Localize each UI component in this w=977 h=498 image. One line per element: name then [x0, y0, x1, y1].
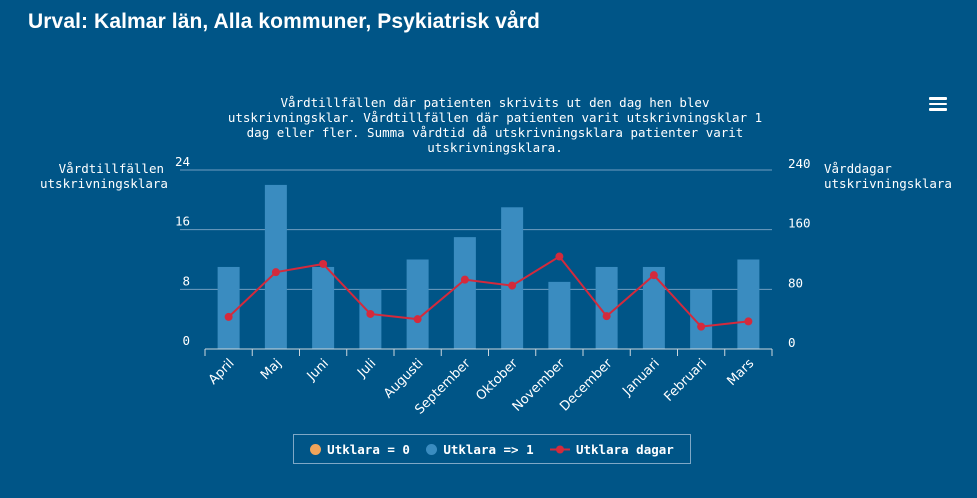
line-point: [697, 322, 706, 331]
legend-item-utklara-dagar[interactable]: Utklara dagar: [549, 441, 674, 457]
x-tick-label: Augusti: [381, 356, 426, 401]
right-tick-label: 80: [788, 275, 803, 290]
line-point: [224, 312, 233, 321]
page-title: Urval: Kalmar län, Alla kommuner, Psykia…: [28, 10, 540, 33]
bar: [453, 237, 476, 349]
x-tick-label: Mars: [724, 356, 757, 389]
bar: [312, 266, 335, 349]
x-tick-label: April: [206, 356, 238, 388]
line-point: [366, 309, 375, 318]
x-tick-label: Juli: [354, 356, 379, 381]
x-tick-label: Juni: [304, 356, 332, 384]
line-point: [413, 315, 422, 324]
line-point: [649, 271, 658, 280]
bar: [264, 184, 287, 349]
left-tick-label: 24: [175, 154, 190, 169]
right-tick-label: 240: [788, 156, 811, 171]
bar: [690, 289, 713, 349]
legend-label: Utklara dagar: [575, 441, 674, 457]
legend-line-marker-icon: [549, 444, 570, 455]
line-point: [744, 317, 753, 326]
bar: [217, 266, 240, 349]
x-tick-label: Februari: [661, 356, 709, 404]
bar: [501, 207, 524, 349]
line-point: [508, 281, 517, 290]
x-tick-label: Oktober: [473, 356, 521, 404]
right-axis-title: Vårddagar utskrivningsklara: [824, 161, 952, 191]
bar: [359, 289, 382, 349]
line-point: [319, 259, 328, 268]
chart-subtitle: Vårdtillfällen där patienten skrivits ut…: [227, 95, 763, 155]
x-tick-label: Maj: [258, 356, 285, 383]
line-point: [602, 312, 611, 321]
x-tick-label: Januari: [619, 356, 662, 399]
left-tick-label: 8: [182, 273, 190, 288]
bar: [406, 259, 429, 349]
line-point: [555, 252, 564, 261]
legend-label: Utklara = 0: [327, 441, 410, 457]
line-point: [271, 268, 280, 277]
bar: [595, 266, 618, 349]
legend-dot-icon-orange: [310, 443, 322, 455]
right-tick-label: 160: [788, 216, 811, 231]
x-tick-label: December: [557, 356, 616, 415]
line-series-utklara-dagar: [227, 255, 749, 328]
legend-item-utklara-1[interactable]: Utklara => 1: [426, 441, 534, 457]
bar: [642, 266, 665, 349]
left-tick-label: 16: [175, 214, 190, 229]
hamburger-menu-icon[interactable]: [929, 97, 947, 111]
bar: [548, 281, 571, 349]
line-point: [460, 275, 469, 284]
chart-legend: Utklara = 0 Utklara => 1 Utklara dagar: [293, 434, 691, 464]
legend-dot-icon-blue: [426, 443, 438, 455]
right-tick-label: 0: [788, 335, 796, 350]
bar: [737, 259, 760, 349]
legend-item-utklara-0[interactable]: Utklara = 0: [310, 442, 410, 457]
left-tick-label: 0: [182, 333, 190, 348]
left-axis-title: Vårdtillfällen utskrivningsklara: [40, 161, 168, 191]
legend-label: Utklara => 1: [443, 441, 534, 457]
